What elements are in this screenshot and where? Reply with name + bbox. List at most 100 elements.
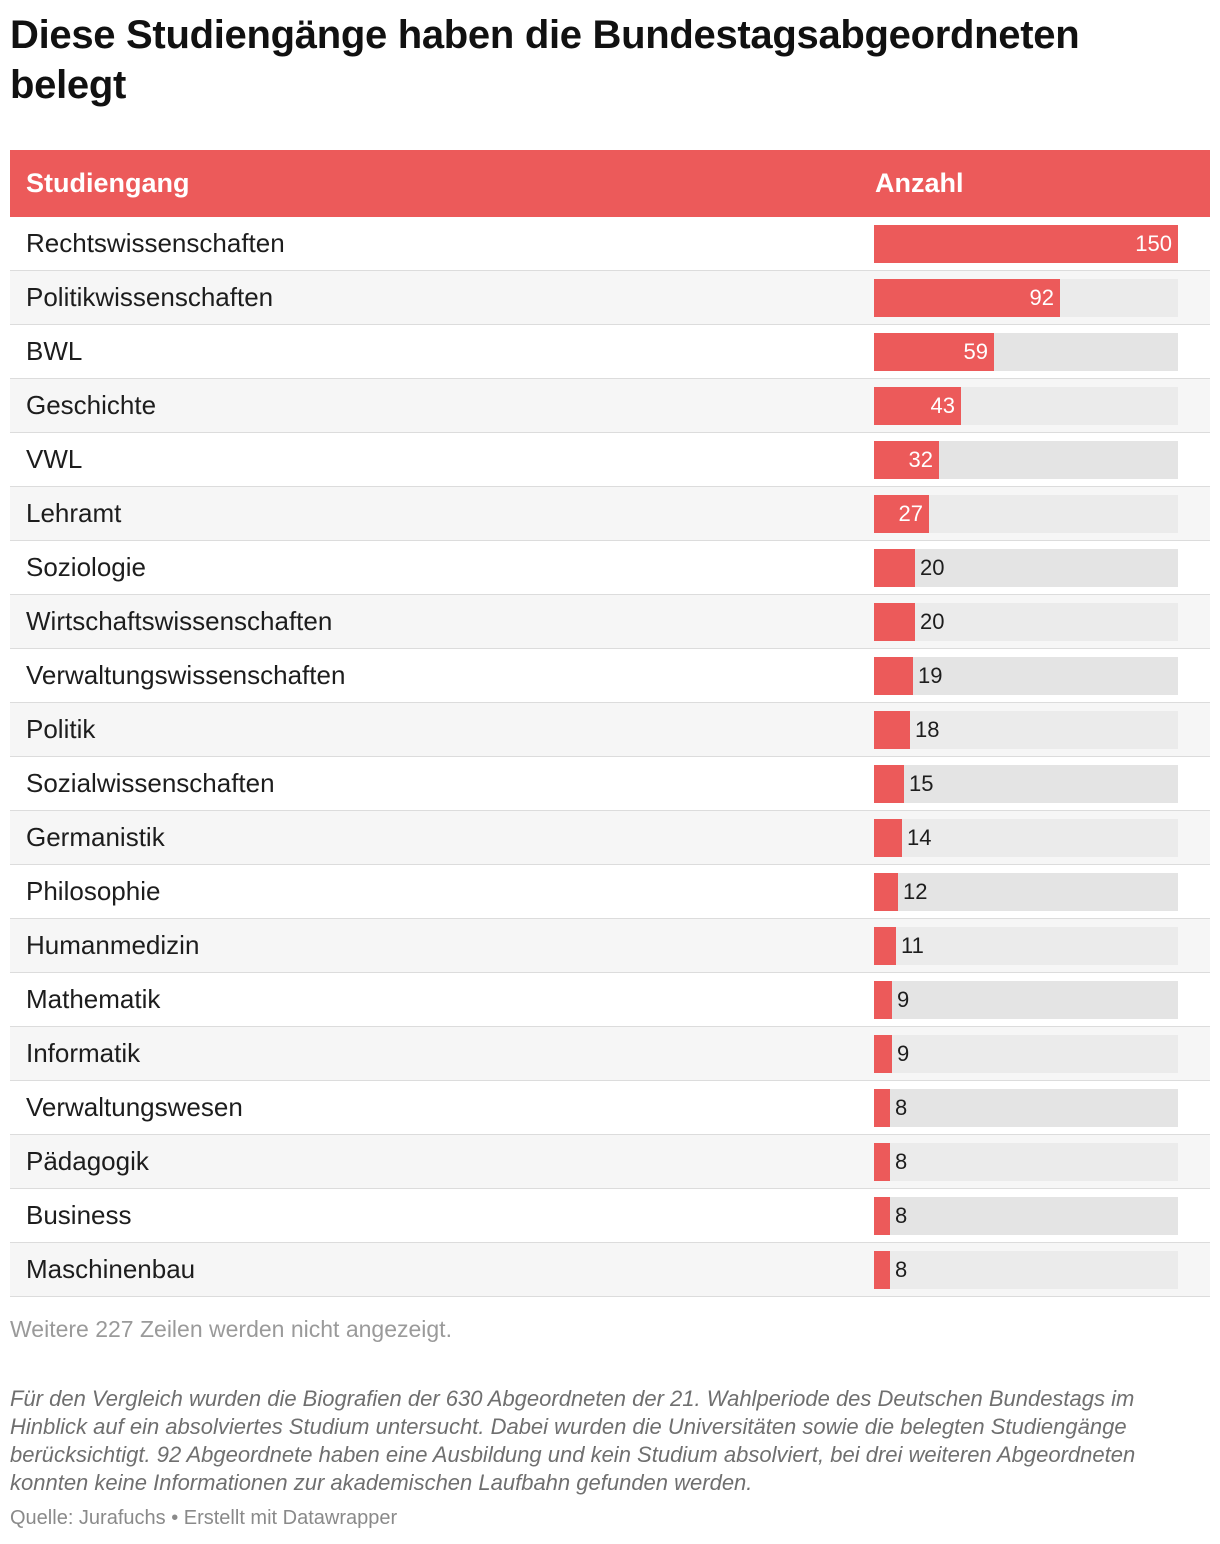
- table-row: Informatik 9: [10, 1027, 1210, 1081]
- bar: [874, 441, 939, 479]
- bar: [874, 387, 961, 425]
- bar: [874, 927, 896, 965]
- bar-value-label: 32: [908, 447, 933, 472]
- row-label: Mathematik: [26, 984, 161, 1014]
- row-label: BWL: [26, 336, 83, 366]
- bar-value-label: 18: [915, 717, 940, 742]
- table-row: Verwaltungswesen 8: [10, 1081, 1210, 1135]
- bar-value-label: 20: [920, 609, 945, 634]
- bar-value-label: 8: [895, 1203, 908, 1228]
- bar-value-label: 20: [920, 555, 945, 580]
- bar-value-label: 27: [898, 501, 923, 526]
- bar-track: 27: [874, 495, 1178, 533]
- bar: [874, 225, 1178, 263]
- bar-track: 8: [874, 1143, 1178, 1181]
- bar-value-label: 9: [897, 987, 910, 1012]
- bar: [874, 1035, 892, 1073]
- bar-track: 12: [874, 873, 1178, 911]
- bar: [874, 819, 902, 857]
- bar: [874, 603, 915, 641]
- table-row: Sozialwissenschaften 15: [10, 757, 1210, 811]
- bar-track: 15: [874, 765, 1178, 803]
- table-row: VWL 32: [10, 433, 1210, 487]
- row-label: Rechtswissenschaften: [26, 228, 285, 258]
- bar-value-label: 92: [1029, 285, 1054, 310]
- bar-track: 150: [874, 225, 1178, 263]
- row-label: Sozialwissenschaften: [26, 768, 275, 798]
- row-label: Philosophie: [26, 876, 161, 906]
- bar-track: 8: [874, 1197, 1178, 1235]
- table-row: Verwaltungswissenschaften 19: [10, 649, 1210, 703]
- bar: [874, 1089, 890, 1127]
- table-header: Studiengang Anzahl: [10, 150, 1210, 217]
- bar-value-label: 14: [907, 825, 932, 850]
- bar: [874, 981, 892, 1019]
- bar: [874, 657, 913, 695]
- bar: [874, 1251, 890, 1289]
- row-label: Verwaltungswesen: [26, 1092, 243, 1122]
- table-row: Humanmedizin 11: [10, 919, 1210, 973]
- bar-track: 43: [874, 387, 1178, 425]
- bar: [874, 495, 929, 533]
- bar-value-label: 8: [895, 1095, 908, 1120]
- bar: [874, 1143, 890, 1181]
- table-row: Rechtswissenschaften 150: [10, 217, 1210, 271]
- row-label: Geschichte: [26, 390, 157, 420]
- bar-track: 92: [874, 279, 1178, 317]
- row-label: Pädagogik: [26, 1146, 149, 1176]
- bar: [874, 1197, 890, 1235]
- column-header-studiengang[interactable]: Studiengang: [26, 168, 190, 198]
- data-table: Studiengang Anzahl Rechtswissenschaften 1…: [10, 150, 1210, 1297]
- row-label: Politik: [26, 714, 96, 744]
- bar: [874, 279, 1060, 317]
- bar-value-label: 12: [903, 879, 928, 904]
- table-row: Lehramt 27: [10, 487, 1210, 541]
- table-row: Mathematik 9: [10, 973, 1210, 1027]
- bar: [874, 765, 904, 803]
- table-row: Maschinenbau 8: [10, 1243, 1210, 1297]
- bar-track: 20: [874, 603, 1178, 641]
- table-row: Pädagogik 8: [10, 1135, 1210, 1189]
- row-label: Politikwissenschaften: [26, 282, 274, 312]
- row-label: Germanistik: [26, 822, 165, 852]
- bar-track: 9: [874, 1035, 1178, 1073]
- bar-track: 11: [874, 927, 1178, 965]
- bar-track: 8: [874, 1251, 1178, 1289]
- bar-track: 14: [874, 819, 1178, 857]
- table-row: Politik 18: [10, 703, 1210, 757]
- table-row: Germanistik 14: [10, 811, 1210, 865]
- table-row: Philosophie 12: [10, 865, 1210, 919]
- column-header-anzahl[interactable]: Anzahl: [875, 168, 964, 198]
- methodology-note: Für den Vergleich wurden die Biografien …: [10, 1386, 1136, 1495]
- bar-track: 19: [874, 657, 1178, 695]
- table-row: Business 8: [10, 1189, 1210, 1243]
- table-row: Politikwissenschaften 92: [10, 271, 1210, 325]
- row-label: Humanmedizin: [26, 930, 200, 960]
- bar-track: 18: [874, 711, 1178, 749]
- table-row: BWL 59: [10, 325, 1210, 379]
- table-row: Geschichte 43: [10, 379, 1210, 433]
- row-label: Maschinenbau: [26, 1254, 196, 1284]
- table-body: Rechtswissenschaften 150 Politikwissenscha…: [10, 217, 1210, 1297]
- bar-track: 20: [874, 549, 1178, 587]
- row-label: Soziologie: [26, 552, 146, 582]
- bar-track: 9: [874, 981, 1178, 1019]
- bar-track: 59: [874, 333, 1178, 371]
- row-label: Wirtschaftswissenschaften: [26, 606, 333, 636]
- row-label: Business: [26, 1200, 132, 1230]
- bar-track: 8: [874, 1089, 1178, 1127]
- bar-track: 32: [874, 441, 1178, 479]
- bar-value-label: 11: [901, 933, 924, 958]
- bar-value-label: 15: [909, 771, 934, 796]
- bar: [874, 873, 898, 911]
- bar: [874, 549, 915, 587]
- bar-value-label: 8: [895, 1257, 908, 1282]
- table-row: Wirtschaftswissenschaften 20: [10, 595, 1210, 649]
- bar: [874, 711, 910, 749]
- bar-value-label: 19: [918, 663, 943, 688]
- bar-value-label: 59: [963, 339, 988, 364]
- table-row: Soziologie 20: [10, 541, 1210, 595]
- row-label: VWL: [26, 444, 83, 474]
- bar: [874, 333, 994, 371]
- bar-value-label: 8: [895, 1149, 908, 1174]
